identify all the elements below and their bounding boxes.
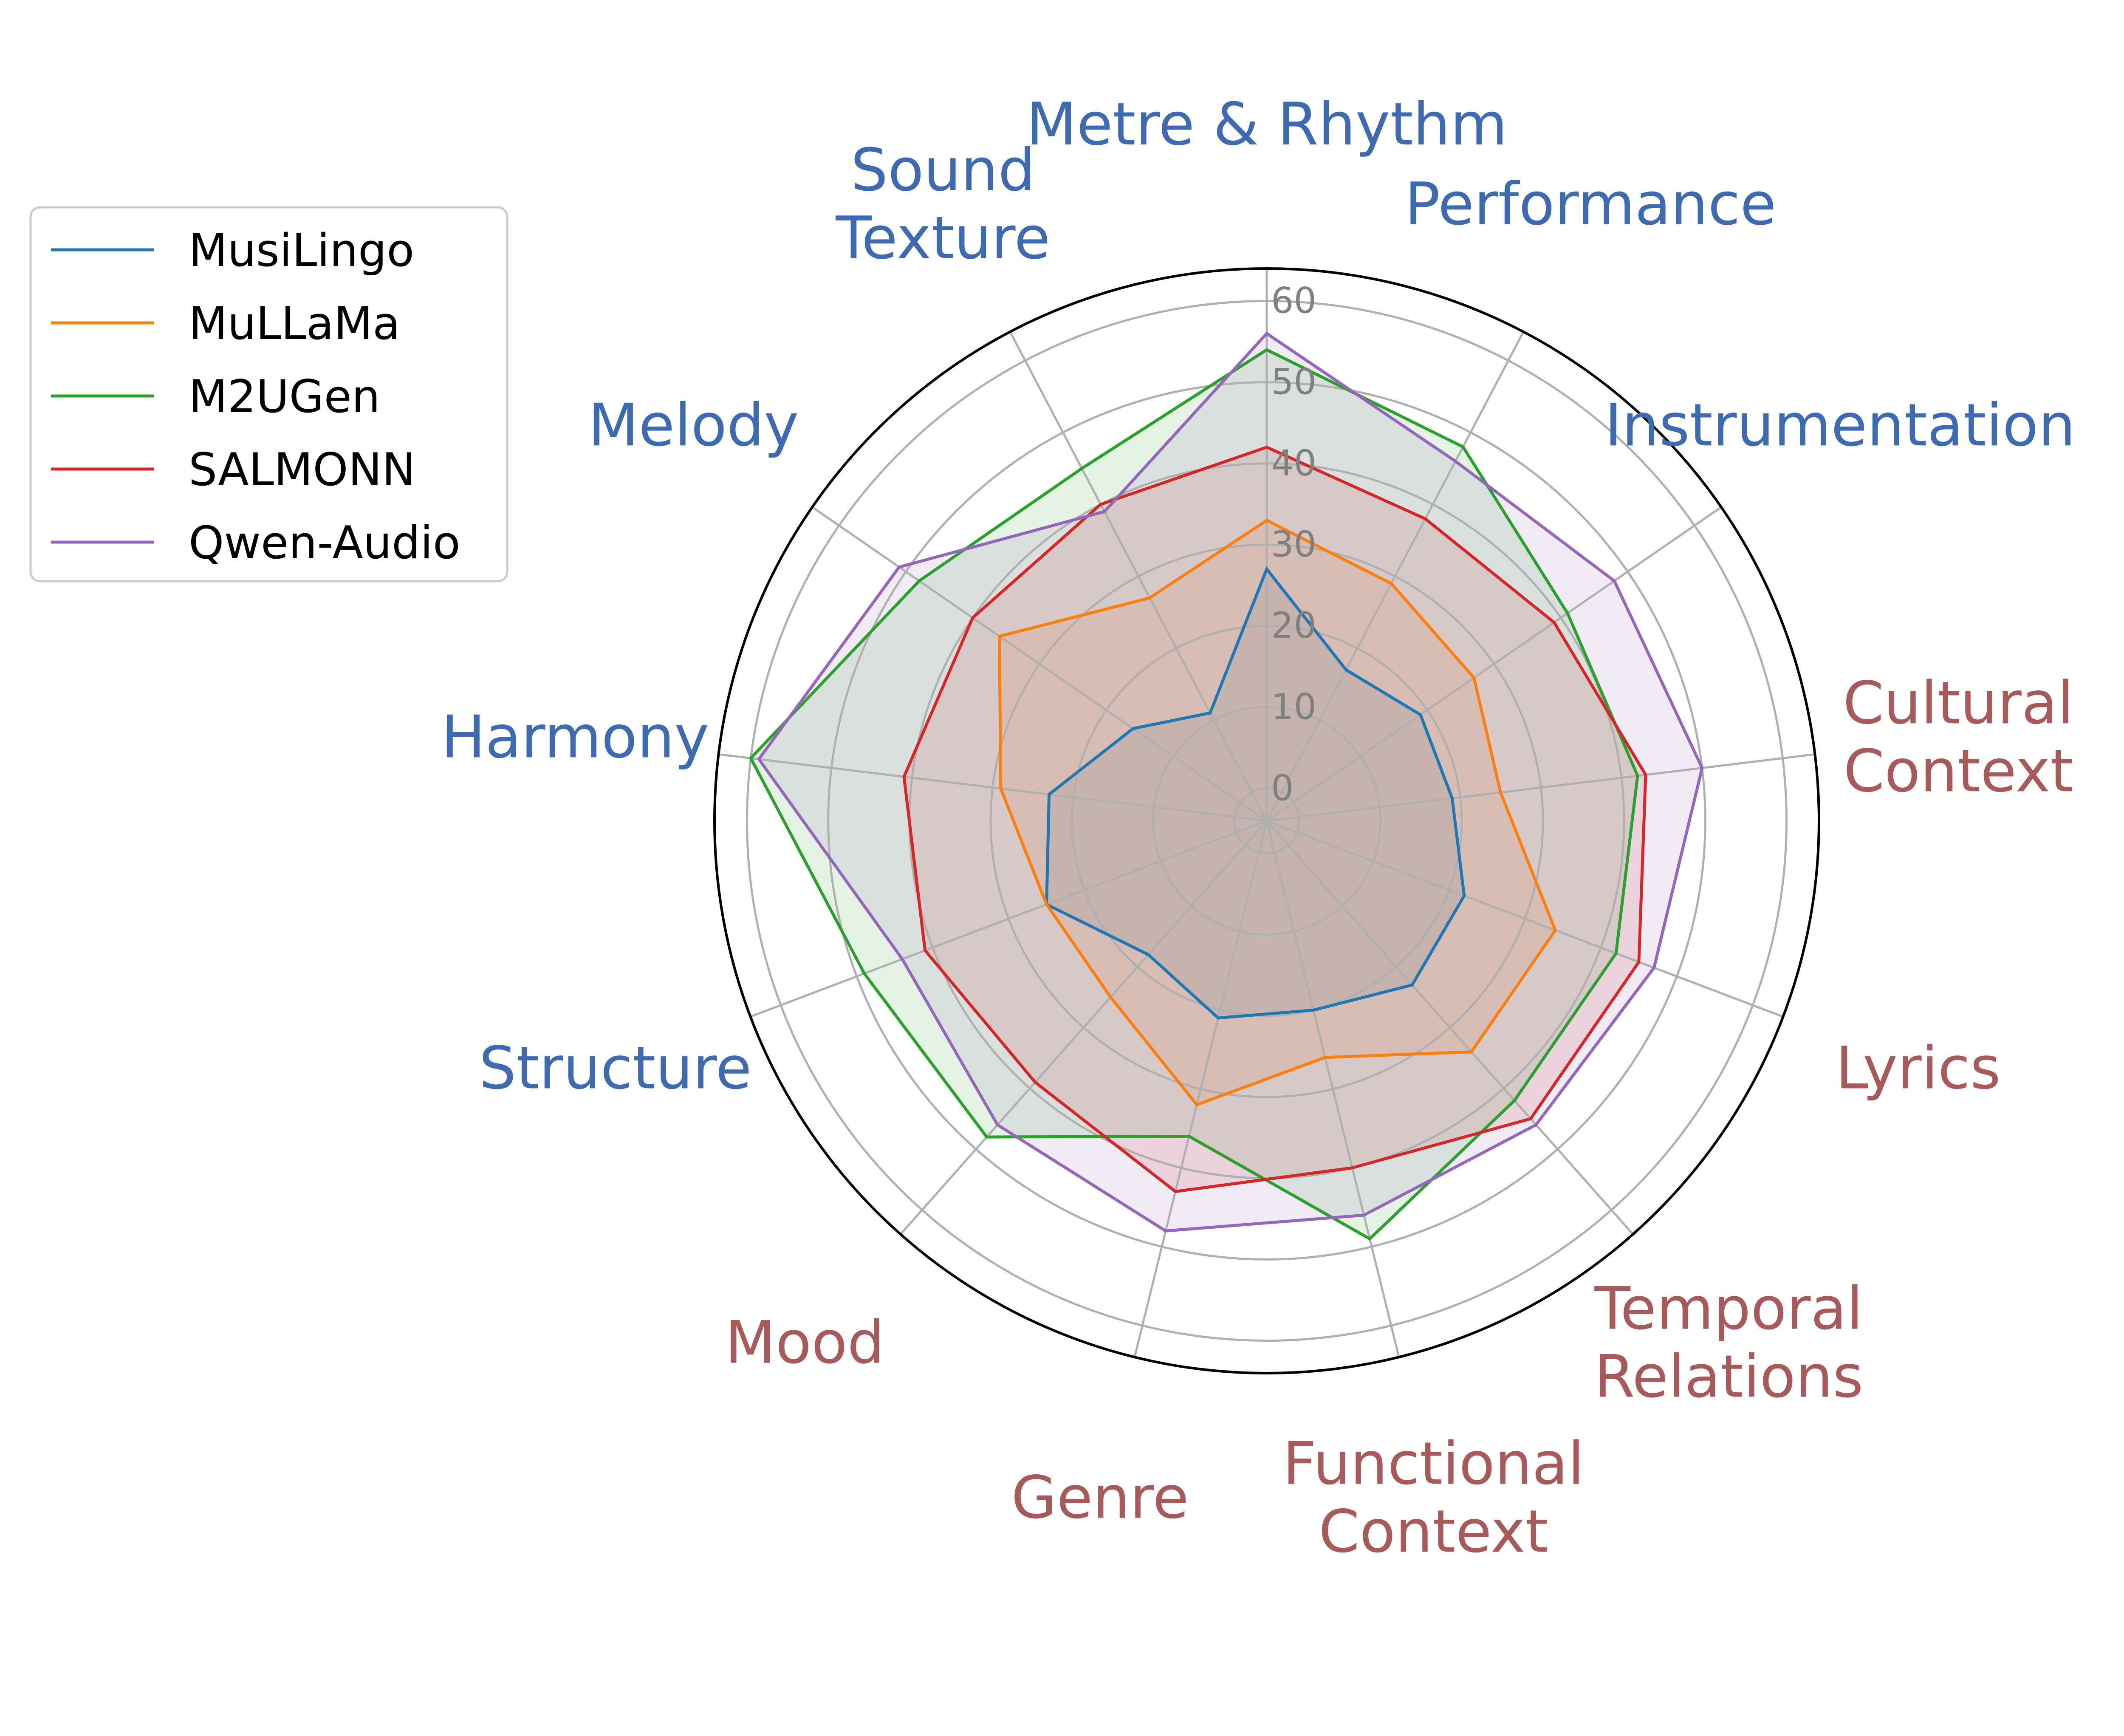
grid-spoke: [1266, 820, 1634, 1235]
grid-spoke: [1265, 331, 1525, 822]
category-label-harmony: Harmony: [441, 703, 709, 771]
tick-label: 0: [1271, 767, 1294, 809]
legend-label-m2ugen: M2UGen: [189, 370, 380, 423]
tick-label: 40: [1271, 442, 1316, 484]
category-label-metre-rhythm: Metre & Rhythm: [1026, 90, 1507, 158]
legend-label-salmonn: SALMONN: [189, 444, 415, 496]
grid-spoke: [1266, 506, 1722, 822]
category-label-sound-texture: Sound Texture: [835, 136, 1050, 272]
series-line-salmonn: [902, 445, 1647, 1193]
category-labels: Metre & Rhythm Performance Instrumentation…: [441, 90, 2076, 1566]
category-label-performance: Performance: [1405, 170, 1777, 238]
grid-spoke: [718, 753, 1267, 822]
grid-spoke: [1009, 331, 1268, 822]
legend: MusiLingo MuLLaMa M2UGen SALMONN Qwen-Audio: [29, 206, 508, 582]
outer-boundary: [713, 267, 1820, 1374]
grid-spoke: [750, 820, 1267, 1018]
series-line-qwen-audio: [757, 331, 1704, 1233]
series-line-m2ugen: [749, 348, 1639, 1241]
legend-label-musilingo: MusiLingo: [189, 224, 414, 277]
grid-spoke: [1266, 820, 1784, 1018]
category-label-temporal-relations: Temporal Relations: [1594, 1275, 1864, 1411]
series-fill-musilingo: [1046, 569, 1464, 1018]
legend-label-mullama: MuLLaMa: [189, 297, 400, 350]
series-fill-m2ugen: [751, 350, 1638, 1239]
grid-spoke: [1266, 753, 1815, 822]
tick-label: 20: [1271, 605, 1316, 646]
series-line-mullama: [998, 518, 1557, 1107]
series-lines: [749, 331, 1704, 1241]
radial-tick-labels: 0 10 20 30 40 50 60: [1271, 280, 1316, 809]
category-label-functional-context: Functional Context: [1283, 1429, 1585, 1566]
tick-label: 10: [1271, 686, 1316, 727]
legend-label-qwen-audio: Qwen-Audio: [189, 517, 460, 569]
category-label-instrumentation: Instrumentation: [1605, 391, 2076, 459]
category-label-structure: Structure: [479, 1034, 752, 1103]
tick-label: 50: [1271, 361, 1316, 403]
series-fill-qwen-audio: [759, 333, 1702, 1231]
grid-spoke: [1133, 820, 1268, 1357]
series-line-musilingo: [1045, 566, 1466, 1020]
category-label-cultural-context: Cultural Context: [1843, 669, 2073, 805]
legend-frame: [29, 206, 508, 582]
series-fills: [751, 333, 1702, 1239]
tick-label: 30: [1271, 523, 1316, 565]
category-label-lyrics: Lyrics: [1836, 1034, 2001, 1103]
grid-spoke: [900, 820, 1268, 1235]
category-label-mood: Mood: [725, 1309, 885, 1377]
grid-spoke: [1265, 820, 1400, 1357]
category-label-genre: Genre: [1011, 1463, 1189, 1532]
tick-label: 60: [1271, 280, 1316, 321]
grid-spoke: [811, 506, 1268, 822]
category-label-melody: Melody: [588, 391, 799, 459]
